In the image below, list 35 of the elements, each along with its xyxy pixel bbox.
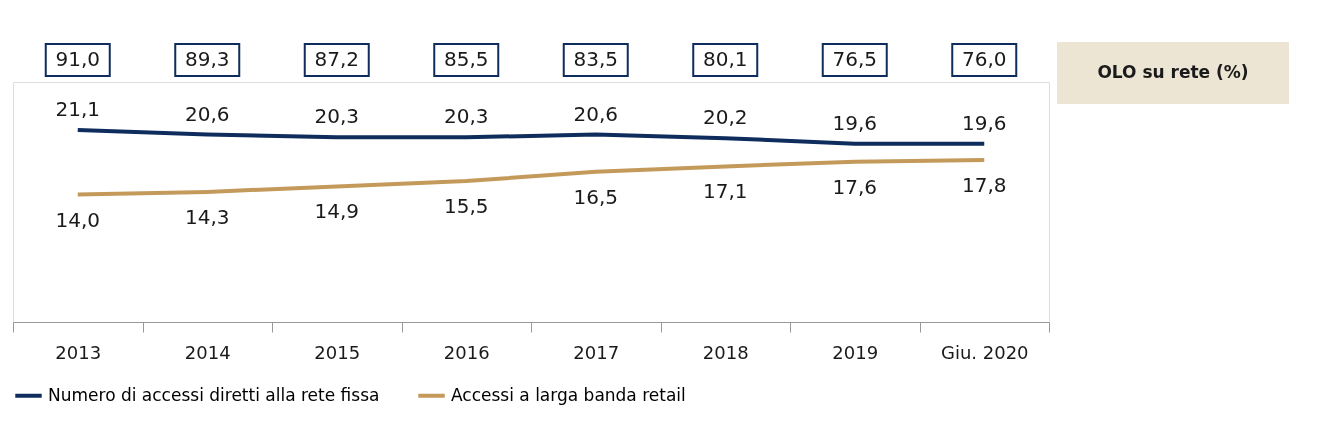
data-label: 17,1 — [702, 179, 748, 204]
x-tick-label: 2013 — [55, 341, 102, 363]
text: 80,1 — [702, 47, 748, 71]
text: 85,5 — [443, 47, 489, 71]
legend-label: Accessi a larga banda retail — [451, 384, 686, 405]
text: 76,0 — [961, 47, 1007, 71]
data-label: 17,8 — [961, 173, 1007, 198]
data-label: 17,6 — [832, 174, 878, 199]
data-label: 19,6 — [961, 110, 1007, 135]
data-label: 16,5 — [573, 184, 619, 209]
text: 89,3 — [184, 47, 230, 71]
data-label: 14,0 — [55, 207, 101, 232]
data-label: 20,6 — [573, 101, 619, 126]
data-label: 14,3 — [184, 204, 230, 229]
x-tick-label: 2018 — [702, 341, 749, 363]
x-tick-label: 2017 — [573, 341, 620, 363]
text: 83,5 — [573, 47, 619, 71]
data-label: 21,1 — [55, 97, 101, 121]
data-label: 20,3 — [443, 104, 489, 129]
data-label: 14,9 — [314, 199, 360, 224]
data-label: 20,2 — [702, 105, 748, 130]
legend-label: Numero di accessi diretti alla rete fissa — [48, 384, 380, 405]
x-tick-label: 2016 — [443, 341, 490, 363]
x-tick-label: Giu. 2020 — [940, 341, 1029, 363]
data-label: 19,6 — [832, 110, 878, 135]
x-tick-label: 2015 — [314, 341, 361, 363]
text: OLO su rete (%) — [1097, 62, 1249, 82]
x-tick-label: 2019 — [832, 341, 879, 363]
data-label: 20,3 — [314, 104, 360, 129]
data-label: 15,5 — [443, 193, 489, 218]
text: 76,5 — [832, 47, 878, 71]
x-tick-label: 2014 — [184, 341, 231, 363]
text: 91,0 — [55, 47, 101, 71]
text: 87,2 — [314, 47, 360, 71]
data-label: 20,6 — [184, 101, 230, 126]
